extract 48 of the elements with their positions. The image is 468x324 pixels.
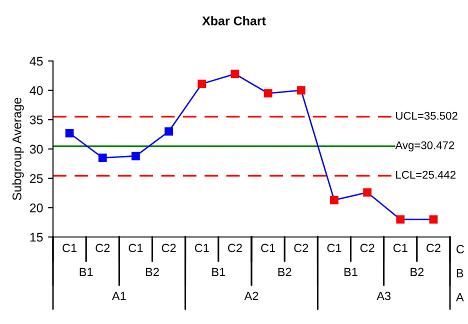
x-tick-label: C1 (393, 244, 408, 252)
y-tick-label: 35 (30, 115, 43, 124)
point (429, 215, 438, 224)
y-tick-label: 20 (30, 203, 43, 212)
point (65, 128, 74, 138)
x-tick-label: C1 (62, 244, 77, 252)
x-tick-label: C1 (128, 244, 143, 252)
text: B (456, 269, 464, 278)
y-tick-label: 45 (30, 56, 43, 66)
y-tick-label: 30 (30, 144, 43, 154)
y-axis-title: Subgroup Average (12, 98, 24, 200)
x-tick-label: C1 (194, 244, 209, 252)
point (330, 196, 338, 204)
text: A3 (376, 292, 391, 300)
point (396, 215, 405, 224)
point (363, 188, 372, 197)
text: A (456, 293, 464, 302)
point (296, 86, 306, 94)
x-tick-label: C2 (360, 244, 374, 252)
x-tick-label: C2 (162, 244, 176, 252)
y-tick-label: 25 (30, 174, 43, 183)
text: B2 (410, 268, 424, 276)
text: B1 (212, 268, 226, 276)
x-tick-label: C1 (261, 244, 276, 252)
text: A1 (112, 292, 126, 300)
point (132, 152, 140, 160)
text: A2 (244, 292, 258, 300)
text: C (456, 245, 464, 254)
point (98, 154, 107, 162)
x-tick-label: C2 (228, 244, 242, 252)
x-tick-label: C2 (426, 244, 440, 252)
ref-line-label: UCL=35.502 (396, 112, 458, 120)
text: B2 (278, 268, 292, 276)
x-tick-label: C2 (96, 244, 110, 252)
ref-line-label: LCL=25.442 (396, 170, 456, 179)
text: B1 (344, 268, 358, 276)
point (164, 127, 173, 136)
text: B1 (80, 268, 93, 276)
chart-title: Xbar Chart (202, 16, 266, 26)
ref-line-label: Avg=30.472 (395, 141, 454, 152)
point (198, 80, 206, 88)
point (264, 89, 272, 98)
text: B2 (146, 268, 159, 276)
point (230, 70, 240, 78)
x-tick-label: C2 (294, 244, 308, 252)
x-tick-label: C1 (327, 244, 342, 252)
y-tick-label: 40 (30, 86, 43, 95)
y-tick-label: 15 (30, 232, 43, 242)
